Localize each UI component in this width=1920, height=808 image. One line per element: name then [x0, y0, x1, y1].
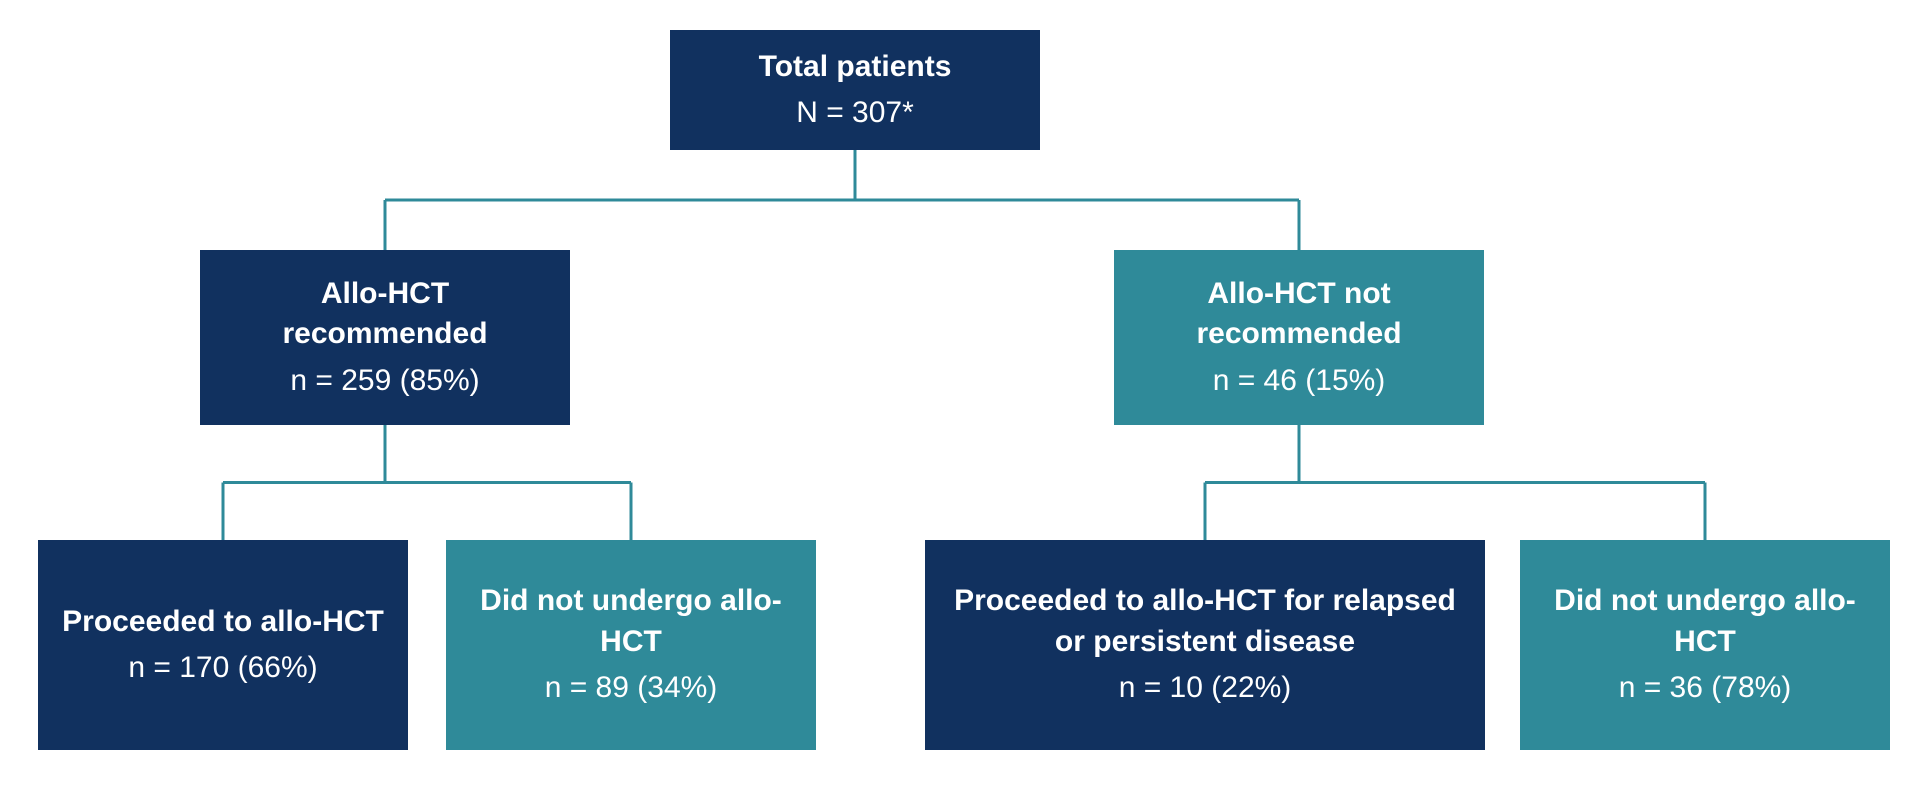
- node-root-title: Total patients: [759, 47, 952, 88]
- node-notrec-not-undergo: Did not undergo allo-HCT n = 36 (78%): [1520, 540, 1890, 750]
- flowchart-container: Total patients N = 307* Allo-HCT recomme…: [0, 0, 1920, 808]
- node-recommended-value: n = 259 (85%): [290, 361, 479, 402]
- node-not-recommended-title: Allo-HCT not recommended: [1132, 274, 1466, 355]
- node-root: Total patients N = 307*: [670, 30, 1040, 150]
- node-notrec-proceeded-value: n = 10 (22%): [1119, 668, 1292, 709]
- node-rec-proceeded: Proceeded to allo-HCT n = 170 (66%): [38, 540, 408, 750]
- node-notrec-not-undergo-value: n = 36 (78%): [1619, 668, 1792, 709]
- node-root-value: N = 307*: [796, 93, 914, 134]
- node-rec-not-undergo-value: n = 89 (34%): [545, 668, 718, 709]
- node-recommended-title: Allo-HCT recommended: [218, 274, 552, 355]
- node-rec-proceeded-value: n = 170 (66%): [128, 648, 317, 689]
- node-notrec-not-undergo-title: Did not undergo allo-HCT: [1538, 581, 1872, 662]
- node-rec-proceeded-title: Proceeded to allo-HCT: [62, 602, 384, 643]
- node-rec-not-undergo-title: Did not undergo allo-HCT: [464, 581, 798, 662]
- node-not-recommended: Allo-HCT not recommended n = 46 (15%): [1114, 250, 1484, 425]
- node-rec-not-undergo: Did not undergo allo-HCT n = 89 (34%): [446, 540, 816, 750]
- node-not-recommended-value: n = 46 (15%): [1213, 361, 1386, 402]
- node-notrec-proceeded: Proceeded to allo-HCT for relapsed or pe…: [925, 540, 1485, 750]
- node-recommended: Allo-HCT recommended n = 259 (85%): [200, 250, 570, 425]
- node-notrec-proceeded-title: Proceeded to allo-HCT for relapsed or pe…: [943, 581, 1467, 662]
